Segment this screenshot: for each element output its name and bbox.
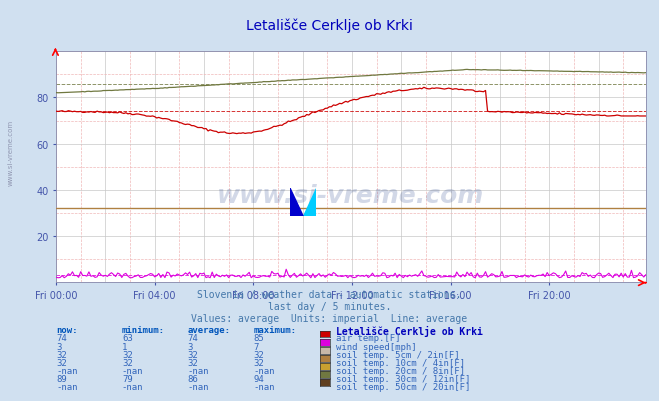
Text: 32: 32 [254,358,264,367]
Text: -nan: -nan [56,366,78,375]
Text: 79: 79 [122,374,132,383]
Text: now:: now: [56,325,78,334]
Text: 32: 32 [56,350,67,358]
Text: -nan: -nan [56,382,78,391]
Text: average:: average: [188,325,231,334]
Text: Slovenia / weather data - automatic stations.: Slovenia / weather data - automatic stat… [197,290,462,300]
Text: 74: 74 [56,334,67,342]
Text: 89: 89 [56,374,67,383]
Text: Letališče Cerklje ob Krki: Letališče Cerklje ob Krki [336,325,483,336]
Text: minimum:: minimum: [122,325,165,334]
Text: 3: 3 [56,342,61,350]
Polygon shape [303,188,316,217]
Text: 86: 86 [188,374,198,383]
Text: -nan: -nan [254,366,275,375]
Text: soil temp. 30cm / 12in[F]: soil temp. 30cm / 12in[F] [336,374,471,383]
Text: -nan: -nan [188,366,210,375]
Text: Letališče Cerklje ob Krki: Letališče Cerklje ob Krki [246,18,413,32]
Text: -nan: -nan [122,366,144,375]
Text: 3: 3 [188,342,193,350]
Text: wind speed[mph]: wind speed[mph] [336,342,416,350]
Text: 85: 85 [254,334,264,342]
Polygon shape [290,188,303,217]
Text: 74: 74 [188,334,198,342]
Text: 94: 94 [254,374,264,383]
Text: -nan: -nan [254,382,275,391]
Text: 32: 32 [188,358,198,367]
Text: www.si-vreme.com: www.si-vreme.com [217,183,484,207]
Text: -nan: -nan [122,382,144,391]
Text: 32: 32 [188,350,198,358]
Text: 32: 32 [122,350,132,358]
Text: soil temp. 50cm / 20in[F]: soil temp. 50cm / 20in[F] [336,382,471,391]
Text: maximum:: maximum: [254,325,297,334]
Text: 32: 32 [254,350,264,358]
Text: 7: 7 [254,342,259,350]
Text: 32: 32 [56,358,67,367]
Text: soil temp. 20cm / 8in[F]: soil temp. 20cm / 8in[F] [336,366,465,375]
Text: -nan: -nan [188,382,210,391]
Text: soil temp. 5cm / 2in[F]: soil temp. 5cm / 2in[F] [336,350,460,358]
Text: last day / 5 minutes.: last day / 5 minutes. [268,302,391,312]
Text: 1: 1 [122,342,127,350]
Text: soil temp. 10cm / 4in[F]: soil temp. 10cm / 4in[F] [336,358,465,367]
Text: air temp.[F]: air temp.[F] [336,334,401,342]
Text: Values: average  Units: imperial  Line: average: Values: average Units: imperial Line: av… [191,314,468,324]
Text: 32: 32 [122,358,132,367]
Text: www.si-vreme.com: www.si-vreme.com [8,119,14,185]
Text: 63: 63 [122,334,132,342]
